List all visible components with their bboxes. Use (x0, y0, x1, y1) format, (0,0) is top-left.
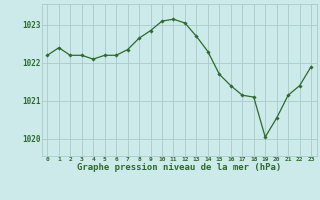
X-axis label: Graphe pression niveau de la mer (hPa): Graphe pression niveau de la mer (hPa) (77, 163, 281, 172)
